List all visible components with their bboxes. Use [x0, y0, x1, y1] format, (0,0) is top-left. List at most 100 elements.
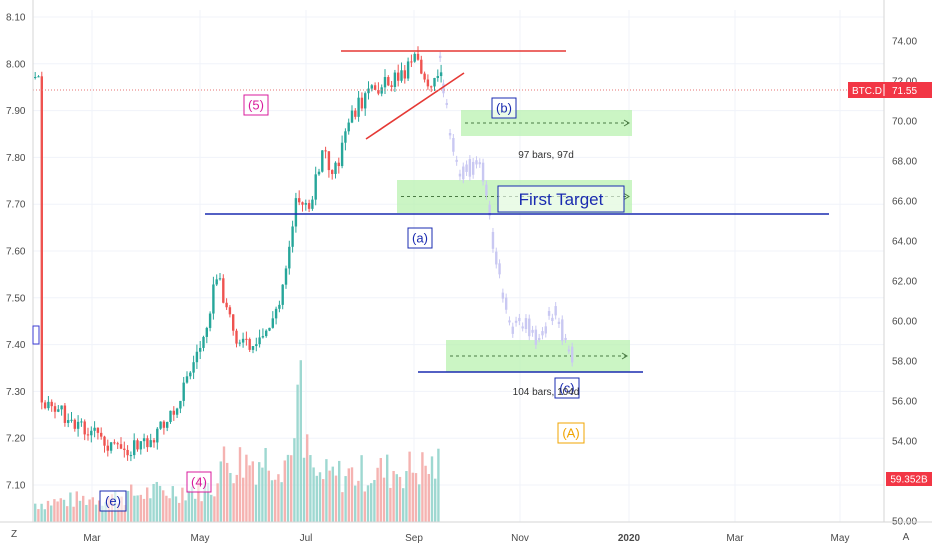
candle-body	[235, 331, 237, 344]
candle-body	[245, 339, 247, 340]
volume-bar	[79, 501, 81, 522]
volume-bar	[255, 485, 257, 522]
candle-body	[361, 98, 363, 109]
projection-body	[564, 338, 566, 340]
candle-body	[126, 450, 128, 455]
volume-bar	[261, 468, 263, 522]
volume-bar	[133, 496, 135, 522]
projection-body	[498, 263, 500, 274]
candle-body	[212, 284, 214, 313]
candle-body	[146, 438, 148, 447]
volume-bar	[332, 467, 334, 522]
volume-bar	[168, 498, 170, 522]
projection-body	[465, 165, 467, 172]
volume-bar	[188, 490, 190, 522]
corner-label-right[interactable]: A	[903, 532, 910, 543]
volume-bar	[296, 385, 298, 522]
left-tick-label: 7.90	[6, 106, 26, 117]
volume-bar	[50, 506, 52, 522]
candle-body	[229, 307, 231, 314]
candle-body	[183, 383, 185, 401]
right-tick-label: 62.00	[892, 277, 917, 288]
candle-body	[414, 54, 416, 62]
wave-4-label-text: (4)	[191, 475, 207, 490]
right-tick-label: 64.00	[892, 237, 917, 248]
right-tick-label: 74.00	[892, 37, 917, 48]
projection-body	[531, 330, 533, 333]
volume-bar	[258, 462, 260, 522]
volume-bar	[348, 468, 350, 522]
volume-bar	[271, 480, 273, 522]
volume-bar	[140, 495, 142, 522]
projection-body	[528, 319, 530, 337]
volume-bar	[376, 468, 378, 522]
candle-body	[298, 198, 300, 202]
projection-body	[554, 306, 556, 315]
candle-body	[318, 172, 320, 175]
volume-bar	[127, 491, 129, 522]
candle-body	[295, 198, 297, 226]
candle-body	[258, 337, 260, 344]
candle-body	[252, 346, 254, 350]
candle-body	[103, 437, 105, 446]
projection-body	[485, 185, 487, 196]
projection-body	[442, 84, 444, 94]
candle-body	[74, 420, 76, 429]
volume-bar	[437, 449, 439, 522]
corner-label-left[interactable]: Z	[11, 529, 17, 540]
volume-bar	[88, 500, 90, 522]
volume-bar	[239, 447, 241, 522]
x-tick-label: May	[831, 533, 850, 544]
candle-body	[232, 314, 234, 330]
candle-body	[344, 131, 346, 142]
candle-body	[433, 78, 435, 86]
volume-bar	[47, 501, 49, 522]
volume-bar	[226, 463, 228, 522]
candle-body	[120, 444, 122, 448]
candle-body	[341, 143, 343, 166]
volume-bar	[383, 478, 385, 522]
candle-body	[387, 77, 389, 85]
volume-bar	[40, 504, 42, 522]
left-tick-label: 7.70	[6, 200, 26, 211]
volume-bar	[418, 484, 420, 522]
x-tick-label: Jul	[300, 533, 313, 544]
volume-bar	[92, 497, 94, 522]
volume-bar	[280, 482, 282, 522]
candle-body	[328, 151, 330, 170]
volume-bar	[338, 461, 340, 522]
price-label-value: 71.55	[892, 86, 917, 97]
volume-bar	[360, 455, 362, 522]
left-tick-label: 7.60	[6, 247, 26, 258]
candle-body	[348, 123, 350, 132]
volume-bar	[162, 490, 164, 522]
candle-body	[100, 433, 102, 437]
measure-label-2: 104 bars, 104d	[513, 387, 580, 398]
candle-body	[173, 411, 175, 415]
volume-bar	[149, 498, 151, 522]
candle-body	[430, 86, 432, 87]
candle-body	[407, 61, 409, 78]
volume-bar	[236, 475, 238, 522]
candle-body	[291, 226, 293, 246]
candle-body	[136, 440, 138, 449]
candle-body	[143, 438, 145, 441]
candle-body	[371, 85, 373, 88]
candle-body	[186, 376, 188, 382]
volume-bar	[373, 480, 375, 522]
x-tick-label: Nov	[511, 533, 529, 544]
wave-5-label: (5)	[244, 95, 268, 115]
projection-body	[535, 330, 537, 345]
candle-body	[364, 93, 366, 108]
wave-a-label: (a)	[408, 228, 432, 248]
volume-bar	[143, 499, 145, 522]
volume-bar	[159, 486, 161, 522]
volume-bar	[216, 483, 218, 522]
candle-body	[51, 402, 53, 406]
right-tick-label: 60.00	[892, 317, 917, 328]
candle-body	[199, 348, 201, 352]
projection-body	[538, 338, 540, 340]
volume-bar	[434, 479, 436, 522]
